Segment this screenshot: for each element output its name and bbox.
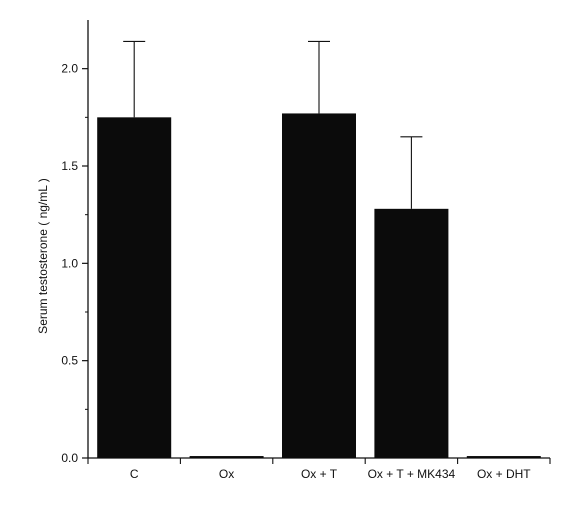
y-tick-label: 1.5 [61,159,78,173]
bar [97,117,172,458]
bar [374,208,449,458]
y-tick-label: 0.0 [61,451,78,465]
x-category-label: Ox + T [301,467,338,481]
y-tick-label: 2.0 [61,62,78,76]
error-bars [123,40,423,209]
x-category-label: C [130,467,139,481]
y-tick-label: 1.0 [61,256,78,270]
x-category-label: Ox + DHT [477,467,531,481]
x-category-label: Ox + T + MK434 [368,467,456,481]
y-axis-title: Serum testosterone ( ng/mL ) [36,178,50,334]
x-ticks: C Ox Ox + T Ox + T + MK434 Ox + DHT [87,458,551,481]
bars [97,113,541,458]
bar [189,456,264,458]
y-ticks: 0.0 0.5 1.0 1.5 2.0 [61,62,88,465]
x-category-label: Ox [219,467,234,481]
bar [282,113,356,458]
y-tick-label: 0.5 [61,354,78,368]
bar [466,456,541,458]
